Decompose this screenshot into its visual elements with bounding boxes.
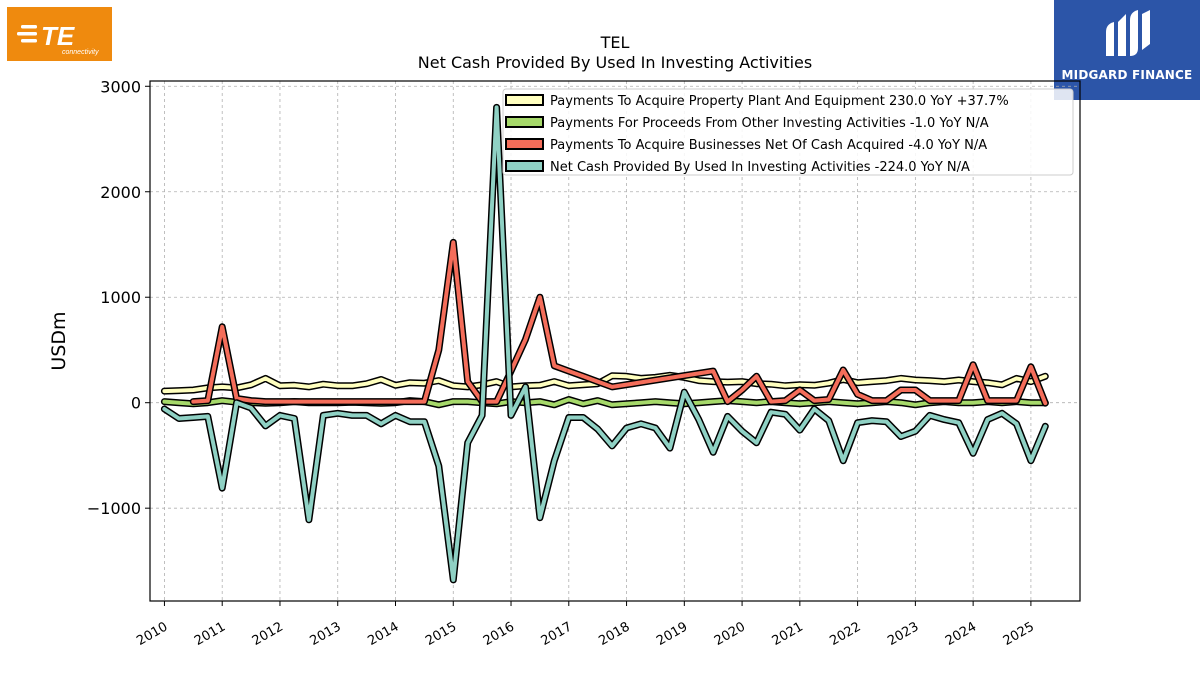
chart-subtitle: Net Cash Provided By Used In Investing A…	[417, 53, 813, 72]
plot-frame	[149, 80, 1081, 602]
legend-label: Payments To Acquire Property Plant And E…	[550, 94, 1009, 109]
x-tick-label: 2022	[827, 619, 863, 649]
x-tick-label: 2025	[1001, 619, 1037, 649]
y-axis: 3000 2000 1000 0 −1000	[87, 77, 150, 518]
y-tick-label: 3000	[100, 77, 141, 96]
series-line	[191, 240, 1048, 406]
midgard-logo-text: MIDGARD FINANCE	[1061, 68, 1193, 82]
te-logo-text: TE	[41, 21, 75, 51]
x-tick-label: 2020	[712, 619, 748, 649]
y-tick-label: 2000	[100, 183, 141, 202]
series-payments-to-acquire-property-plant-and-equipment	[160, 371, 1049, 395]
x-tick-label: 2013	[308, 619, 344, 649]
x-tick-label: 2019	[654, 619, 690, 649]
legend-box	[502, 88, 1074, 176]
legend-label: Payments For Proceeds From Other Investi…	[550, 116, 989, 131]
x-tick-label: 2010	[134, 619, 170, 649]
midgard-logo-mark	[1106, 10, 1150, 56]
chart-title: TEL	[600, 33, 630, 52]
series-outline	[160, 103, 1049, 584]
legend-swatch	[505, 138, 544, 150]
x-axis: 2010 2011 2012 2013 2014 2015 2016 2017 2018 2019…	[134, 601, 1037, 649]
series-line	[162, 105, 1048, 582]
x-tick-label: 2021	[770, 619, 806, 649]
legend-label: Payments To Acquire Businesses Net Of Ca…	[550, 138, 987, 153]
x-tick-label: 2014	[365, 619, 401, 649]
series-layer	[160, 103, 1049, 584]
x-tick-label: 2018	[596, 619, 632, 649]
legend: Payments To Acquire Property Plant And E…	[502, 88, 1074, 176]
legend-swatch	[505, 94, 544, 106]
x-tick-label: 2012	[250, 619, 286, 649]
y-tick-label: 1000	[100, 288, 141, 307]
y-axis-label: USDm	[48, 311, 70, 370]
x-tick-label: 2017	[539, 619, 575, 649]
legend-swatch	[505, 116, 544, 128]
te-logo-mark: TE connectivity	[17, 21, 99, 56]
midgard-finance-logo: MIDGARD FINANCE	[1054, 0, 1200, 100]
y-tick-label: 0	[131, 394, 141, 413]
y-tick-label: −1000	[87, 499, 141, 518]
legend-swatch	[505, 160, 544, 172]
series-line	[162, 373, 1048, 394]
x-tick-label: 2024	[943, 619, 979, 649]
x-tick-label: 2011	[192, 619, 228, 649]
legend-label: Net Cash Provided By Used In Investing A…	[550, 160, 970, 175]
x-tick-label: 2023	[885, 619, 921, 649]
grid-lines	[150, 81, 1080, 601]
te-logo-subtext: connectivity	[62, 49, 99, 56]
te-connectivity-logo: TE connectivity	[7, 7, 112, 61]
x-tick-label: 2015	[423, 619, 459, 649]
x-tick-label: 2016	[481, 619, 517, 649]
series-payments-to-acquire-businesses-net-of-cash-acquired	[189, 238, 1049, 407]
series-net-cash-provided-by-used-in-investing-activities	[160, 103, 1049, 584]
